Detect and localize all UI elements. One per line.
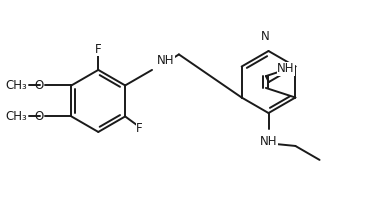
Text: N: N	[261, 30, 270, 43]
Text: CH₃: CH₃	[6, 79, 27, 92]
Text: NH: NH	[157, 54, 174, 67]
Text: F: F	[136, 122, 143, 135]
Text: O: O	[34, 110, 43, 123]
Text: NH: NH	[260, 135, 277, 148]
Text: F: F	[95, 43, 102, 56]
Text: NH: NH	[277, 62, 295, 75]
Text: CH₃: CH₃	[6, 110, 27, 123]
Text: O: O	[34, 79, 43, 92]
